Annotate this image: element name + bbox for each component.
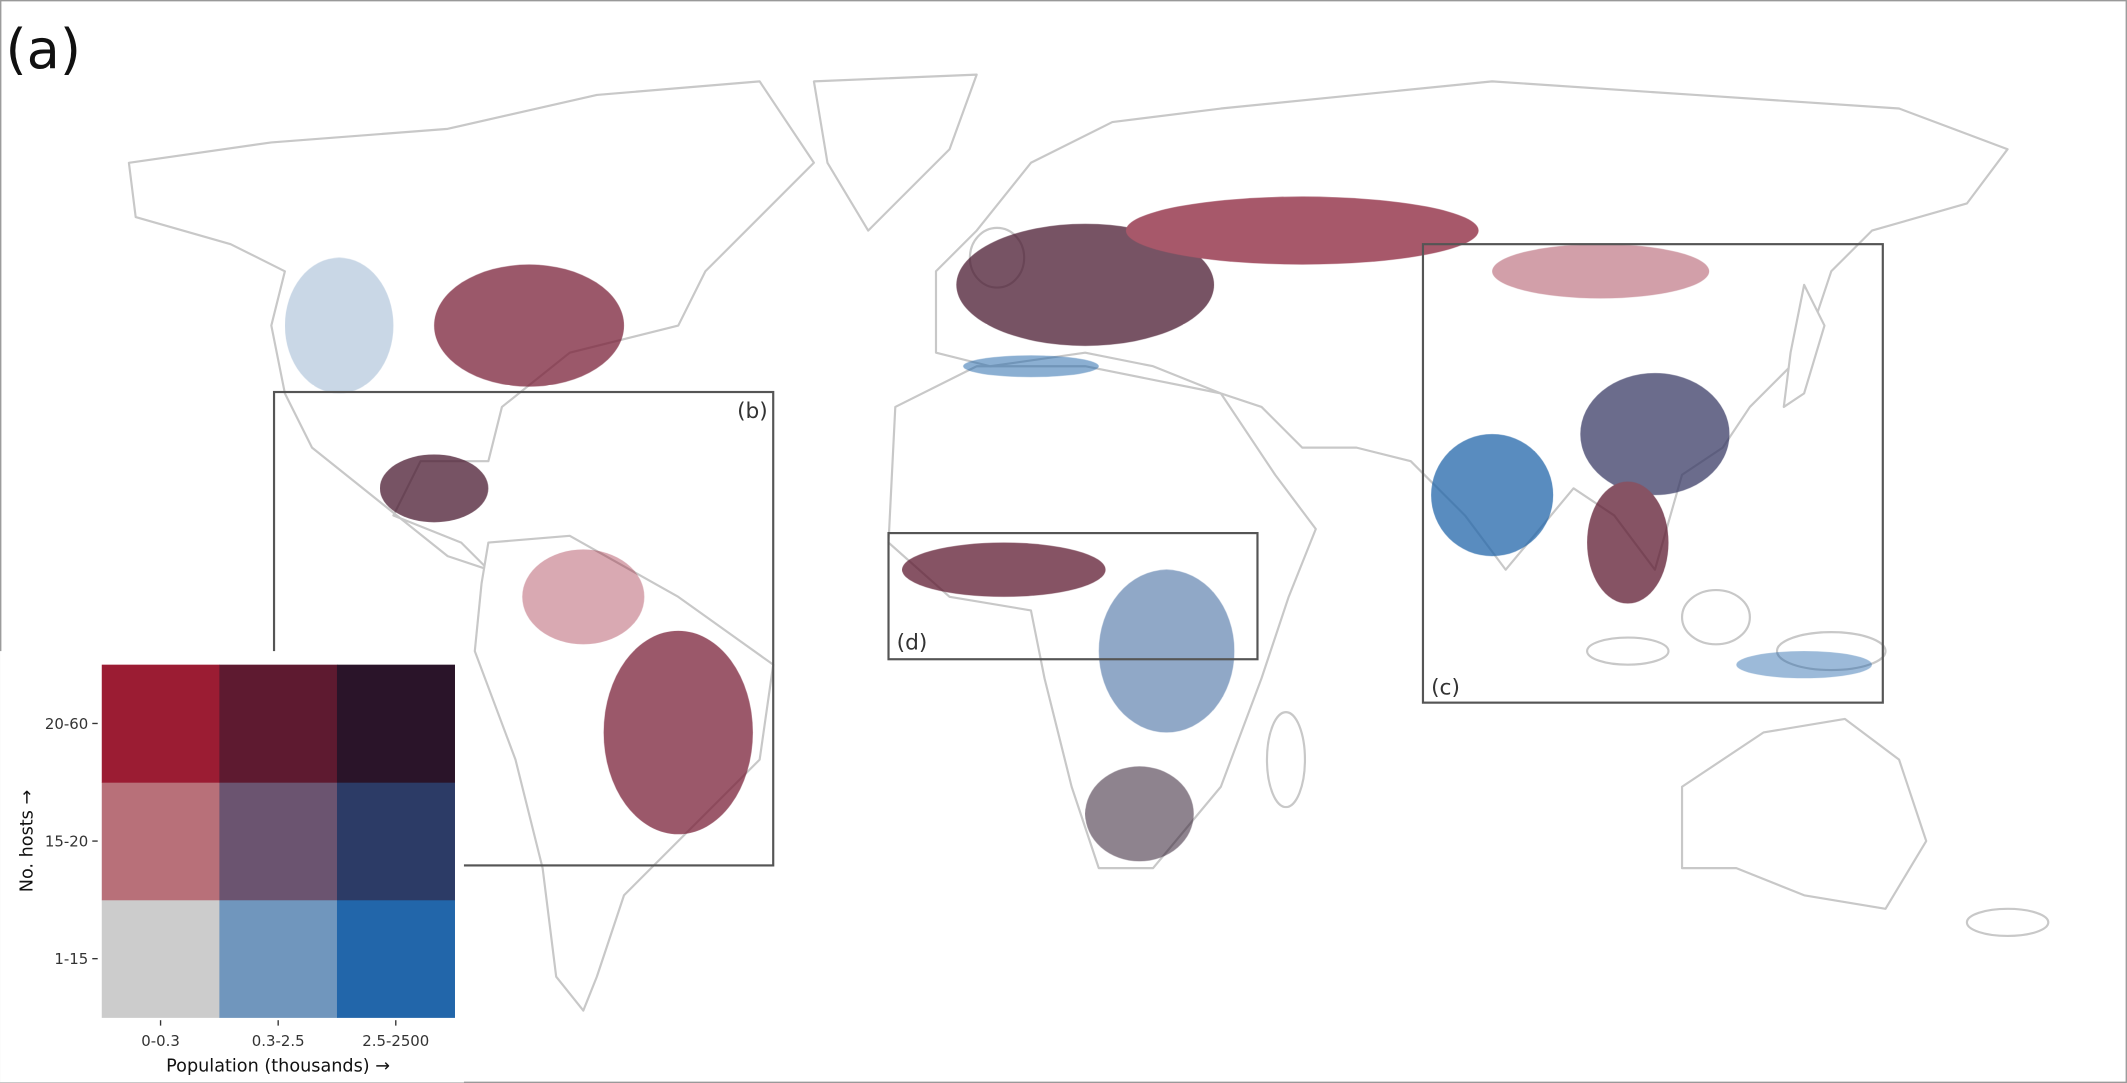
inset-box [272, 390, 775, 867]
legend-x-label: 2.5-2500 [362, 1032, 429, 1050]
legend-x-label: 0.3-2.5 [252, 1032, 305, 1050]
inset-box [887, 532, 1259, 661]
legend-cell [336, 782, 455, 901]
legend-y-label: 1-15 [54, 950, 88, 968]
legend-cell [101, 664, 220, 783]
inset-boxes: (b) (c) (d) [272, 243, 1884, 867]
legend-cell [219, 899, 338, 1018]
legend-cell [336, 899, 455, 1018]
inset-box [1421, 243, 1884, 704]
inset-label: (d) [897, 631, 928, 656]
legend-cell [101, 899, 220, 1018]
inset-label: (c) [1431, 676, 1460, 701]
legend-x-title: Population (thousands) → [166, 1057, 390, 1077]
legend-cell [219, 664, 338, 783]
legend-x-label: 0-0.3 [141, 1032, 180, 1050]
legend-y-label: 20-60 [45, 715, 88, 733]
legend-y-title: No. hosts → [18, 790, 38, 892]
density [284, 196, 1872, 862]
legend: Population (thousands) → No. hosts → 1-1… [0, 651, 464, 1083]
panel-label: (a) [5, 18, 81, 81]
inset-label: (b) [737, 399, 768, 424]
legend-cell [336, 664, 455, 783]
legend-y-label: 15-20 [45, 833, 88, 851]
legend-cell [219, 782, 338, 901]
legend-cell [101, 782, 220, 901]
